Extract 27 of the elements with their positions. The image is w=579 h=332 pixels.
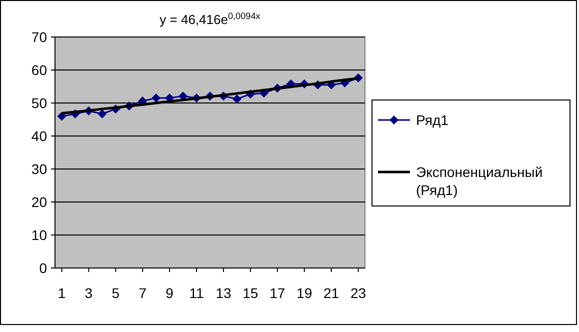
- point: [98, 109, 107, 118]
- x-tick-label: 15: [242, 285, 258, 301]
- x-tick-label: 3: [84, 285, 93, 301]
- x-tick-label: 1: [58, 285, 66, 301]
- point: [152, 94, 161, 103]
- y-tick-label: 40: [31, 128, 48, 144]
- x-tick-label: 19: [296, 285, 312, 301]
- y-tick-label: 70: [31, 28, 48, 45]
- y-tick-label: 60: [31, 62, 48, 78]
- x-tick-label: 11: [189, 285, 204, 301]
- x-tick-label: 5: [112, 285, 120, 301]
- legend-label: Ряд1: [416, 112, 449, 128]
- chart-title: y = 46,416e$^{0,0094x}$: [160, 11, 261, 27]
- x-tick-label: 21: [324, 285, 340, 301]
- y-tick-label: 30: [31, 160, 48, 177]
- y-tick-label: 50: [31, 94, 48, 111]
- x-tick-label: 7: [138, 285, 147, 301]
- x-tick-label: 9: [166, 285, 174, 301]
- x-tick-label: 13: [216, 285, 232, 301]
- legend-label: Экспоненциальный (Ряд1): [416, 164, 543, 198]
- x-tick-label: 23: [350, 285, 366, 301]
- y-tick-label: 10: [31, 226, 48, 243]
- x-tick-label: 17: [270, 285, 286, 301]
- point: [232, 94, 242, 104]
- y-tick-label: 0: [39, 260, 48, 276]
- y-tick-label: 20: [31, 194, 48, 210]
- point: [57, 112, 66, 121]
